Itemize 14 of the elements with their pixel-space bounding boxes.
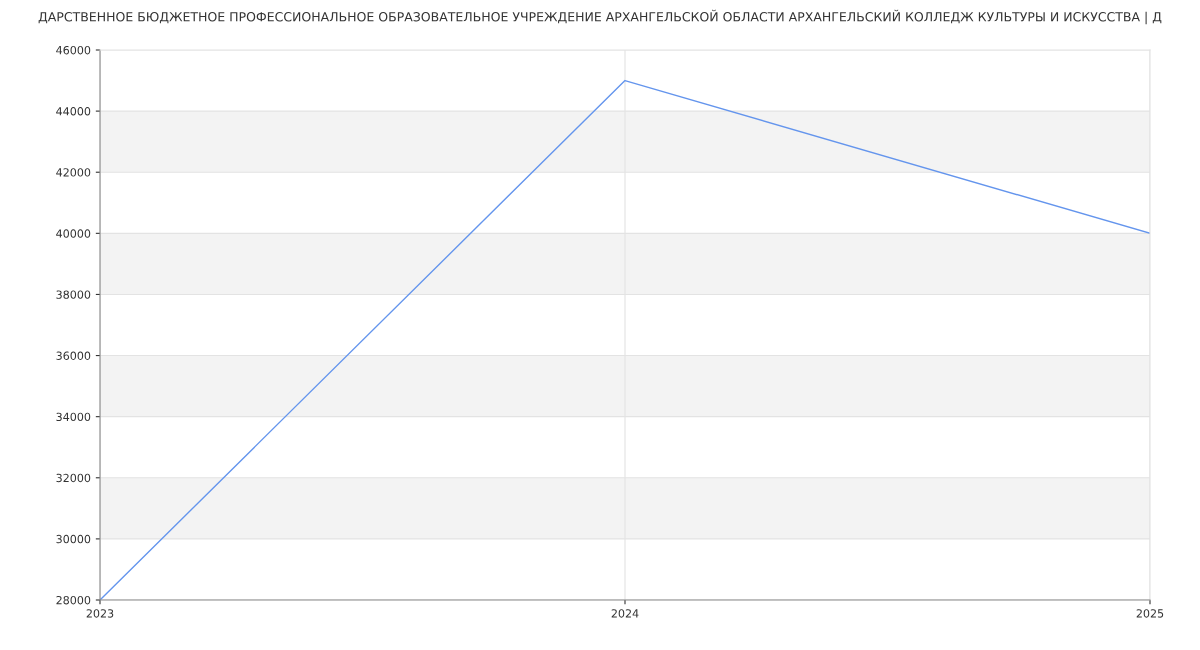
y-tick-label: 44000 [56,107,91,116]
x-tick-label: 2024 [611,609,639,618]
y-tick-label: 32000 [56,473,91,483]
y-tick-label: 42000 [56,168,91,177]
y-tick-label: 28000 [56,595,91,605]
y-tick-label: 38000 [56,290,91,299]
y-tick-label: 30000 [56,534,91,544]
y-tick-label: 36000 [56,351,91,360]
y-tick-label: 46000 [56,45,91,55]
x-tick-label: 2025 [1136,609,1164,618]
y-tick-label: 40000 [56,229,91,238]
y-tick-label: 34000 [56,412,91,422]
chart-title: ДАРСТВЕННОЕ БЮДЖЕТНОЕ ПРОФЕССИОНАЛЬНОЕ ОБРАЗОВАТЕЛЬНОЕ УЧРЕЖДЕНИЕ АРХАНГЕЛЬСКОЙ ОБЛАСТИ АРХАНГЕЛЬСКИЙ КОЛЛЕДЖ КУЛЬТУРЫ И ИСКУССТВА | Д [38,9,1162,25]
x-tick-label: 2023 [86,609,114,618]
